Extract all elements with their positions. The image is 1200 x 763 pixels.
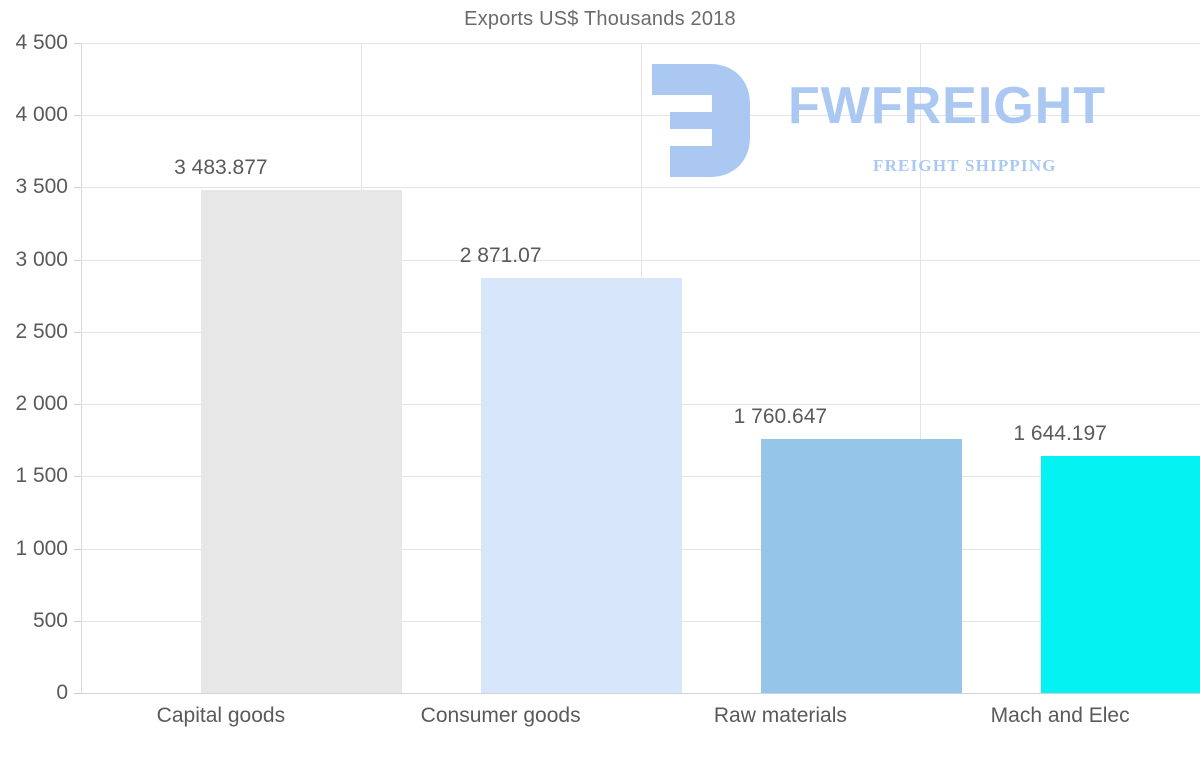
gridline xyxy=(81,187,1200,189)
category-divider xyxy=(920,43,921,693)
x-axis-tick-label: Mach and Elec xyxy=(990,704,1130,727)
bar-value-label: 1 644.197 xyxy=(1013,421,1107,445)
gridline xyxy=(81,43,1200,44)
chart-title: Exports US$ Thousands 2018 xyxy=(464,8,736,30)
y-axis-tick xyxy=(74,620,81,622)
y-axis-tick-label: 4 500 xyxy=(15,31,68,54)
y-axis-tick-label: 500 xyxy=(32,608,68,632)
y-axis-tick-label: 1 500 xyxy=(15,464,68,488)
y-axis-tick-label: 2 500 xyxy=(15,319,68,343)
gridline xyxy=(81,115,1200,117)
y-axis-tick xyxy=(74,43,81,44)
y-axis-tick xyxy=(74,548,81,550)
x-axis-tick-label: Consumer goods xyxy=(420,704,581,727)
y-axis-tick xyxy=(74,476,81,478)
bar[interactable] xyxy=(201,189,403,693)
y-axis-tick-label: 3 000 xyxy=(15,247,68,271)
bar[interactable] xyxy=(481,278,683,693)
gridline xyxy=(81,259,1200,261)
y-axis-tick-label: 2 000 xyxy=(15,392,68,416)
y-axis-tick xyxy=(74,259,81,261)
y-axis-tick-label: 1 000 xyxy=(15,536,68,560)
plot-area xyxy=(81,43,1200,694)
gridline xyxy=(81,693,1200,694)
y-axis-tick-label: 3 500 xyxy=(15,175,68,199)
y-axis-tick-label: 4 000 xyxy=(15,103,68,127)
y-axis-tick xyxy=(74,115,81,117)
bar[interactable] xyxy=(760,438,962,693)
y-axis-tick xyxy=(74,187,81,189)
bar-value-label: 3 483.877 xyxy=(174,155,268,179)
y-axis-tick xyxy=(74,404,81,406)
x-axis-tick-label: Capital goods xyxy=(156,704,286,727)
y-axis-tick-label: 0 xyxy=(56,681,68,704)
y-axis-line xyxy=(81,43,82,693)
x-axis-tick-label: Raw materials xyxy=(713,704,847,727)
bar[interactable] xyxy=(1040,455,1200,693)
y-axis-tick xyxy=(74,693,81,694)
y-axis-tick xyxy=(74,331,81,333)
bar-value-label: 2 871.07 xyxy=(459,244,542,268)
bar-value-label: 1 760.647 xyxy=(733,404,828,428)
